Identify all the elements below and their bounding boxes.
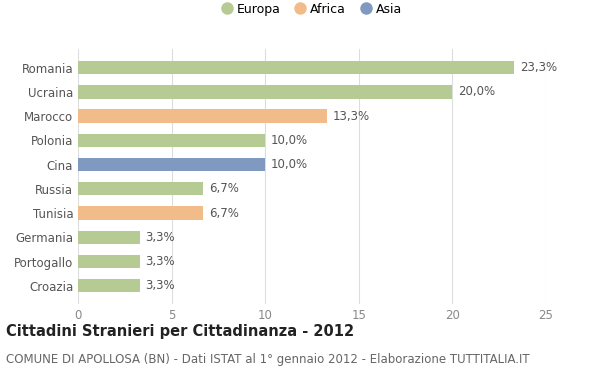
Text: 6,7%: 6,7% bbox=[209, 182, 239, 195]
Bar bbox=[78, 85, 452, 98]
Bar bbox=[78, 182, 203, 195]
Bar bbox=[78, 255, 140, 268]
Bar bbox=[78, 206, 203, 220]
Text: 13,3%: 13,3% bbox=[332, 109, 370, 123]
Text: 6,7%: 6,7% bbox=[209, 207, 239, 220]
Text: 10,0%: 10,0% bbox=[271, 134, 308, 147]
Text: 3,3%: 3,3% bbox=[145, 231, 175, 244]
Bar bbox=[78, 61, 514, 74]
Text: 10,0%: 10,0% bbox=[271, 158, 308, 171]
Bar bbox=[78, 109, 327, 123]
Bar bbox=[78, 231, 140, 244]
Text: COMUNE DI APOLLOSA (BN) - Dati ISTAT al 1° gennaio 2012 - Elaborazione TUTTITALI: COMUNE DI APOLLOSA (BN) - Dati ISTAT al … bbox=[6, 353, 530, 366]
Bar bbox=[78, 134, 265, 147]
Text: 3,3%: 3,3% bbox=[145, 279, 175, 292]
Text: 20,0%: 20,0% bbox=[458, 86, 495, 98]
Text: 3,3%: 3,3% bbox=[145, 255, 175, 268]
Bar bbox=[78, 158, 265, 171]
Bar bbox=[78, 279, 140, 293]
Text: Cittadini Stranieri per Cittadinanza - 2012: Cittadini Stranieri per Cittadinanza - 2… bbox=[6, 324, 354, 339]
Text: 23,3%: 23,3% bbox=[520, 61, 557, 74]
Legend: Europa, Africa, Asia: Europa, Africa, Asia bbox=[218, 0, 406, 20]
